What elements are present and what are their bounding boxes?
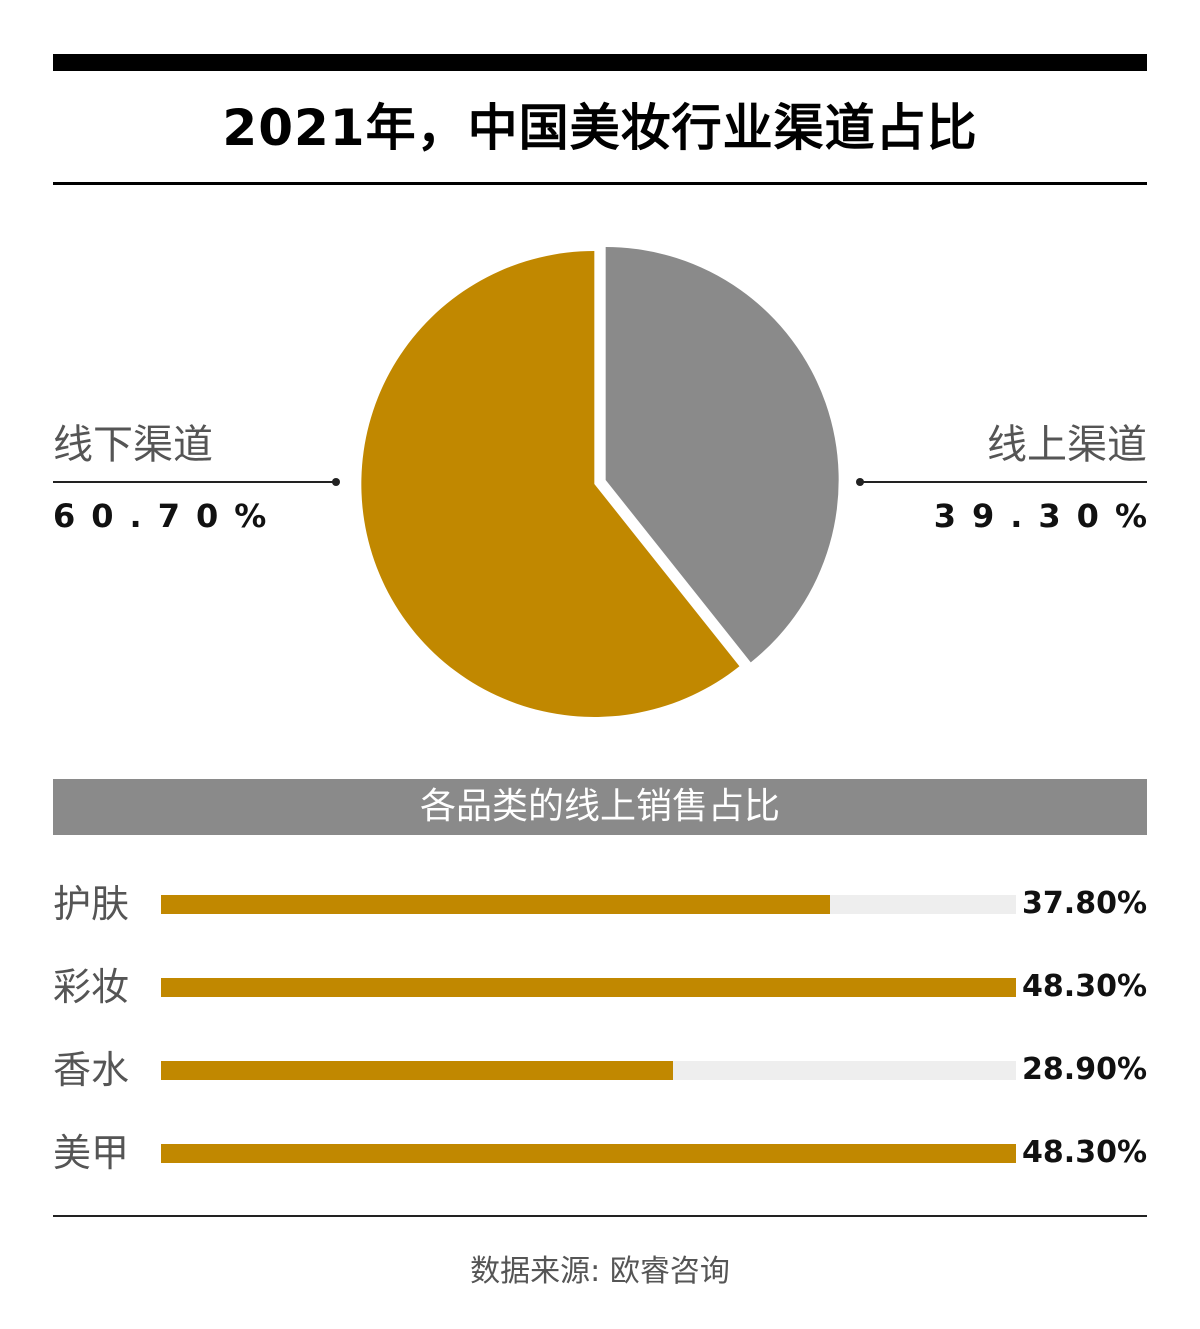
offline-value: 60.70%: [53, 497, 283, 535]
bar-track: [161, 978, 1016, 997]
online-leader-line: [860, 481, 1147, 483]
online-label: 线上渠道: [987, 422, 1147, 468]
bottom-rule: [53, 1215, 1147, 1217]
title-rule: [53, 182, 1147, 185]
bar-fill: [161, 895, 831, 914]
online-leader-dot: [856, 478, 864, 486]
bar-track: [161, 1061, 1016, 1080]
offline-leader-line: [53, 481, 336, 483]
chart-title: 2021年，中国美妆行业渠道占比: [222, 99, 978, 157]
bar-fill: [161, 1061, 673, 1080]
bar-value-label: 37.80%: [1022, 886, 1147, 921]
pie-slice-offline: [361, 250, 740, 717]
bar-track: [161, 1144, 1016, 1163]
bar-fill: [161, 978, 1016, 997]
offline-leader-dot: [332, 478, 340, 486]
bar-category-label: 彩妆: [53, 965, 130, 1009]
bar-track: [161, 895, 1016, 914]
pie-slice-online: [605, 247, 839, 663]
data-source: 数据来源: 欧睿咨询: [470, 1254, 730, 1289]
top-rule: [53, 54, 1147, 71]
section-header: 各品类的线上销售占比: [53, 779, 1147, 835]
bar-fill: [161, 1144, 1016, 1163]
bar-value-label: 28.90%: [1022, 1052, 1147, 1087]
bar-category-label: 香水: [53, 1048, 130, 1092]
bar-value-label: 48.30%: [1022, 969, 1147, 1004]
online-value: 39.30%: [933, 497, 1163, 535]
bar-category-label: 护肤: [53, 882, 130, 926]
bar-category-label: 美甲: [53, 1131, 130, 1175]
pie-chart: [361, 247, 839, 717]
bar-value-label: 48.30%: [1022, 1135, 1147, 1170]
offline-label: 线下渠道: [53, 422, 213, 468]
